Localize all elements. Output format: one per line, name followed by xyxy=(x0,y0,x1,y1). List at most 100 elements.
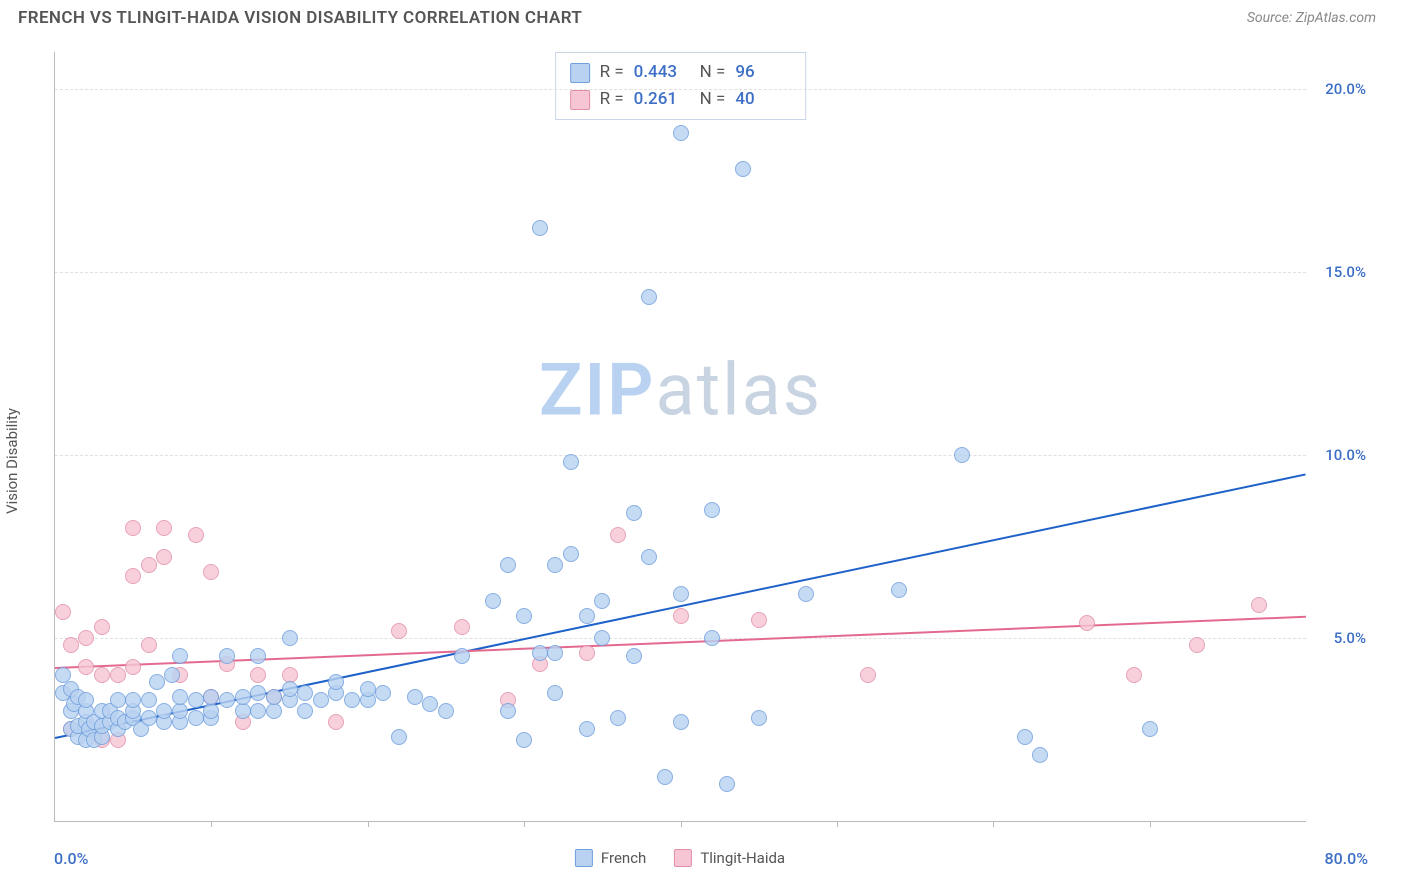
point-s1 xyxy=(266,703,282,719)
point-s2 xyxy=(1079,615,1095,631)
n-label: N = xyxy=(700,86,726,113)
point-s1 xyxy=(188,710,204,726)
point-s1 xyxy=(1142,721,1158,737)
point-s1 xyxy=(375,685,391,701)
x-tick xyxy=(993,821,994,827)
point-s1 xyxy=(594,593,610,609)
gridline-h xyxy=(55,89,1306,90)
point-s1 xyxy=(407,689,423,705)
point-s2 xyxy=(454,619,470,635)
point-s1 xyxy=(360,681,376,697)
point-s1 xyxy=(891,582,907,598)
point-s2 xyxy=(94,619,110,635)
point-s1 xyxy=(563,546,579,562)
point-s1 xyxy=(594,630,610,646)
point-s1 xyxy=(547,645,563,661)
point-s2 xyxy=(1251,597,1267,613)
stat-n-s2: 40 xyxy=(735,86,791,113)
legend-item-s2: Tlingit-Haida xyxy=(674,849,785,867)
point-s1 xyxy=(673,586,689,602)
point-s1 xyxy=(673,125,689,141)
point-s2 xyxy=(751,612,767,628)
point-s1 xyxy=(125,692,141,708)
point-s2 xyxy=(391,623,407,639)
r-label: R = xyxy=(600,86,624,113)
point-s1 xyxy=(235,689,251,705)
x-tick xyxy=(368,821,369,827)
point-s1 xyxy=(626,648,642,664)
point-s1 xyxy=(516,608,532,624)
point-s1 xyxy=(563,454,579,470)
point-s1 xyxy=(203,703,219,719)
gridline-h xyxy=(55,638,1306,639)
stat-n-s1: 96 xyxy=(735,59,791,86)
point-s1 xyxy=(149,674,165,690)
point-s2 xyxy=(156,520,172,536)
swatch-series1 xyxy=(575,849,593,867)
x-tick xyxy=(1150,821,1151,827)
source-label: Source: ZipAtlas.com xyxy=(1247,10,1376,26)
point-s1 xyxy=(500,703,516,719)
point-s1 xyxy=(704,630,720,646)
x-tick xyxy=(211,821,212,827)
legend-label-s1: French xyxy=(601,849,646,867)
x-tick xyxy=(524,821,525,827)
point-s2 xyxy=(250,667,266,683)
legend-item-s1: French xyxy=(575,849,646,867)
legend-bottom: French Tlingit-Haida xyxy=(575,849,785,867)
point-s1 xyxy=(141,692,157,708)
x-max-label: 80.0% xyxy=(1324,849,1368,868)
point-s1 xyxy=(719,776,735,792)
point-s1 xyxy=(454,648,470,664)
point-s1 xyxy=(704,502,720,518)
y-tick-label: 15.0% xyxy=(1325,263,1366,281)
point-s2 xyxy=(125,659,141,675)
point-s1 xyxy=(751,710,767,726)
point-s2 xyxy=(1189,637,1205,653)
swatch-series1 xyxy=(570,63,590,83)
chart-title: FRENCH VS TLINGIT-HAIDA VISION DISABILIT… xyxy=(18,8,582,28)
point-s1 xyxy=(250,685,266,701)
point-s1 xyxy=(282,681,298,697)
stat-row-s2: R = 0.261 N = 40 xyxy=(570,86,792,113)
point-s1 xyxy=(391,729,407,745)
point-s1 xyxy=(500,557,516,573)
point-s1 xyxy=(673,714,689,730)
gridline-h xyxy=(55,455,1306,456)
swatch-series2 xyxy=(674,849,692,867)
n-label: N = xyxy=(700,59,726,86)
point-s1 xyxy=(219,648,235,664)
point-s1 xyxy=(328,674,344,690)
point-s1 xyxy=(798,586,814,602)
stat-box: R = 0.443 N = 96 R = 0.261 N = 40 xyxy=(555,52,807,120)
point-s2 xyxy=(673,608,689,624)
point-s1 xyxy=(735,161,751,177)
point-s1 xyxy=(313,692,329,708)
watermark-big: ZIP xyxy=(539,348,655,433)
point-s1 xyxy=(1017,729,1033,745)
point-s1 xyxy=(438,703,454,719)
stat-r-s1: 0.443 xyxy=(634,59,690,86)
point-s1 xyxy=(172,648,188,664)
point-s1 xyxy=(188,692,204,708)
point-s1 xyxy=(1032,747,1048,763)
point-s1 xyxy=(610,710,626,726)
point-s2 xyxy=(610,527,626,543)
point-s2 xyxy=(78,659,94,675)
gridline-h xyxy=(55,272,1306,273)
y-tick-label: 5.0% xyxy=(1334,629,1366,647)
r-label: R = xyxy=(600,59,624,86)
point-s1 xyxy=(954,447,970,463)
point-s1 xyxy=(532,645,548,661)
point-s1 xyxy=(579,608,595,624)
point-s1 xyxy=(282,630,298,646)
point-s1 xyxy=(78,692,94,708)
point-s1 xyxy=(172,689,188,705)
point-s1 xyxy=(579,721,595,737)
point-s1 xyxy=(547,685,563,701)
point-s2 xyxy=(110,667,126,683)
point-s1 xyxy=(266,689,282,705)
point-s1 xyxy=(297,685,313,701)
point-s1 xyxy=(641,289,657,305)
point-s2 xyxy=(188,527,204,543)
